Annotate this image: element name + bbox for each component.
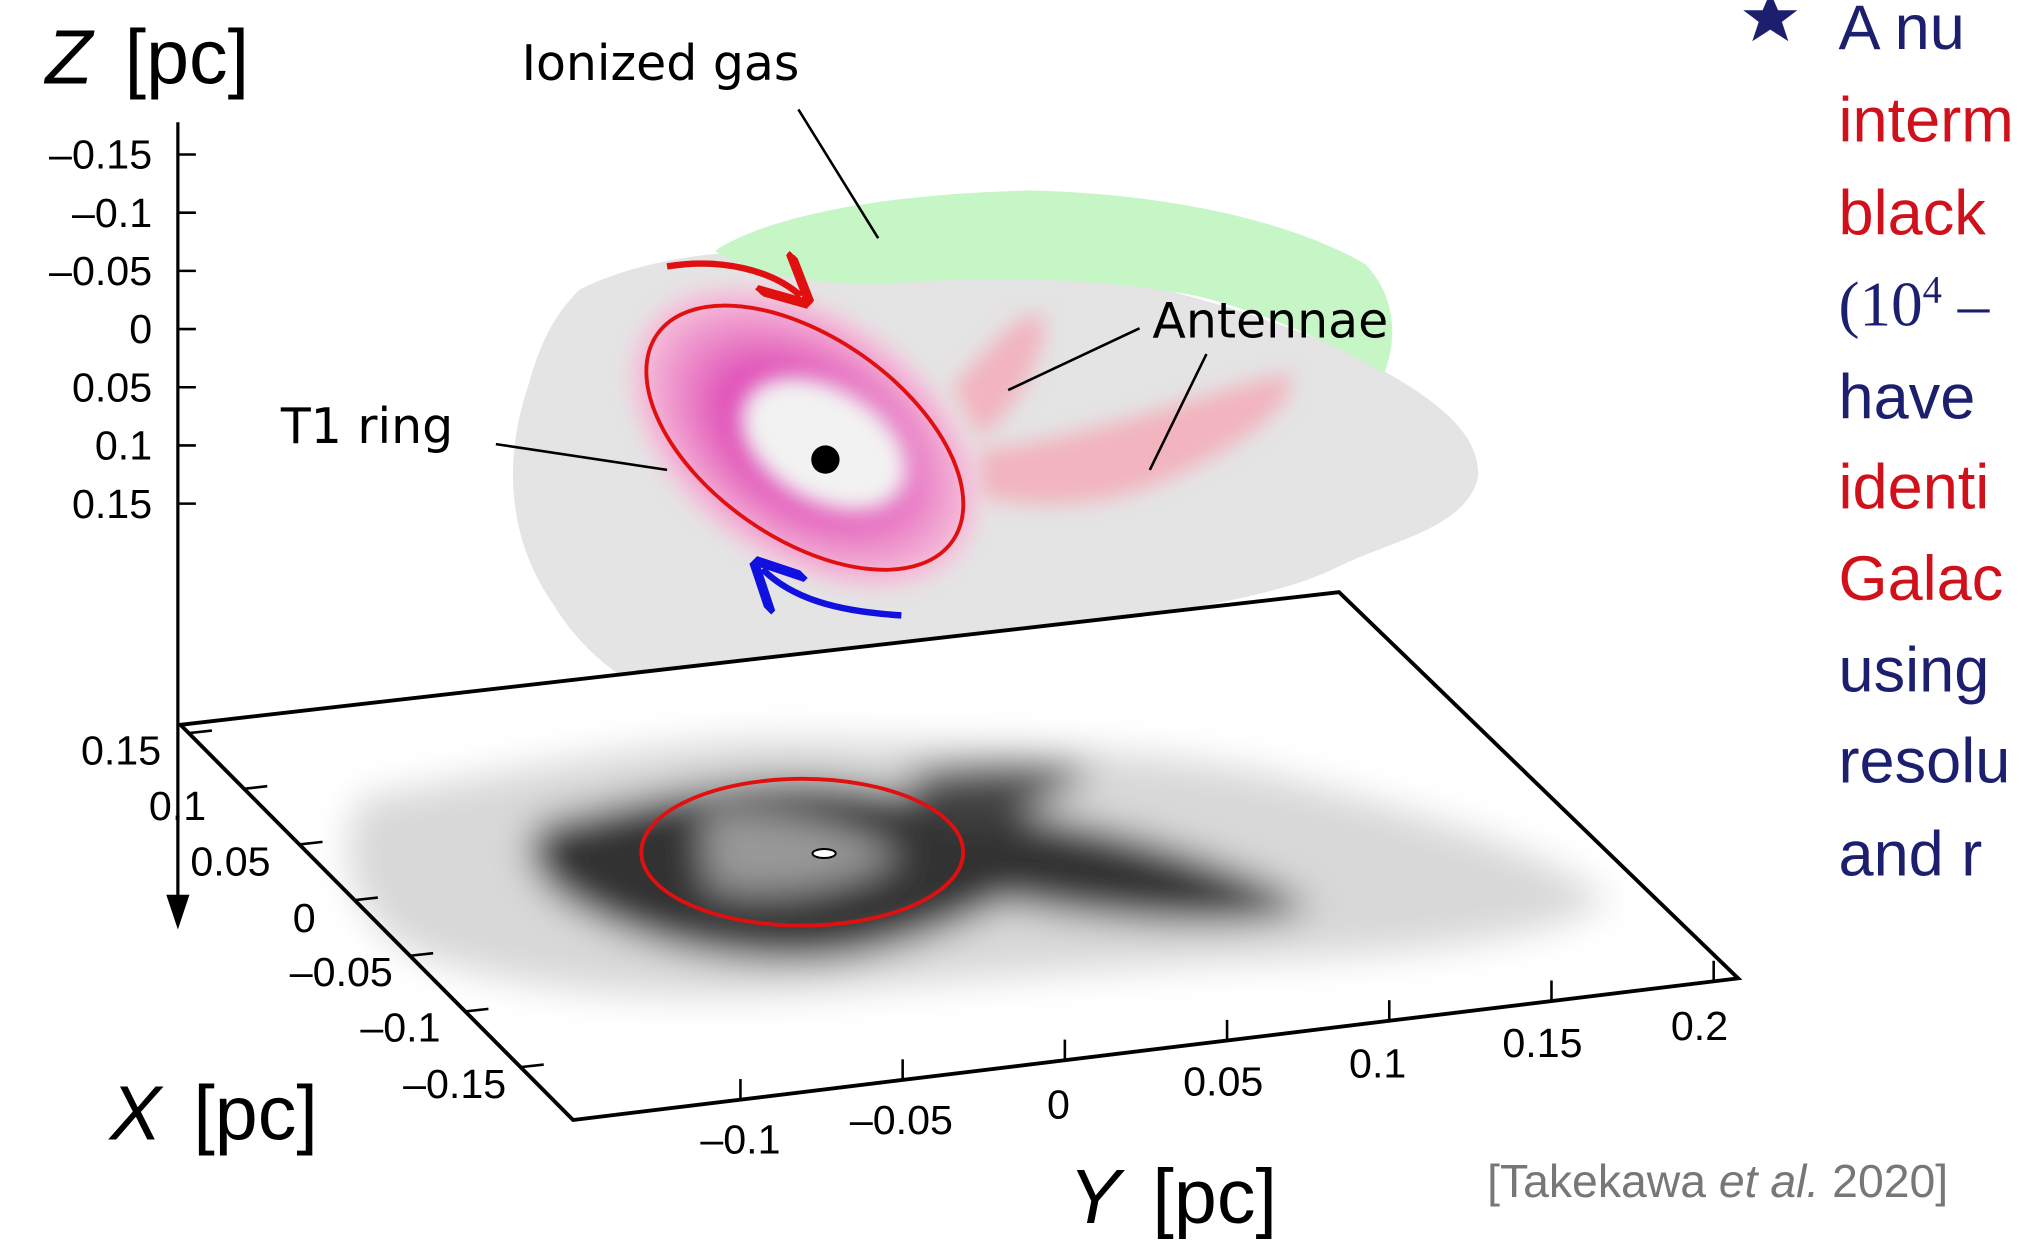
bullet-text: have bbox=[1839, 362, 1976, 432]
bullet-text: interm bbox=[1839, 86, 2014, 156]
y-tick-label: 0 bbox=[1047, 1082, 1070, 1128]
bullet-text: black bbox=[1839, 178, 1987, 248]
y-tick-label: –0.05 bbox=[850, 1097, 953, 1143]
bullet-line: and r bbox=[1839, 819, 1983, 889]
z-tick-label: –0.05 bbox=[49, 248, 152, 294]
bullet-line: black bbox=[1839, 178, 1987, 248]
bullet-line: (104 – bbox=[1839, 270, 1990, 340]
bullet-line: A nu bbox=[1839, 0, 1965, 63]
bullet-text: and r bbox=[1839, 819, 1983, 889]
z-arrowhead bbox=[166, 895, 189, 930]
x-tick-label: –0.05 bbox=[290, 949, 393, 995]
x-tick-label: –0.1 bbox=[360, 1004, 440, 1050]
bullet-line: interm bbox=[1839, 86, 2014, 156]
y-tick-label: –0.1 bbox=[700, 1116, 780, 1162]
bullet-text: using bbox=[1839, 635, 1990, 705]
z-tick-label: 0 bbox=[129, 306, 152, 352]
y-tick-label: 0.2 bbox=[1671, 1003, 1728, 1049]
axis-unit: [pc] bbox=[193, 1070, 318, 1156]
bullet-text: resolu bbox=[1839, 727, 2011, 797]
axis-symbol: Z bbox=[43, 15, 95, 101]
z-tick-label: 0.05 bbox=[72, 364, 152, 410]
bullet-text: – bbox=[1942, 270, 1990, 340]
bullet-line: identi bbox=[1839, 453, 1990, 523]
z-axis-title: Z [pc] bbox=[43, 15, 249, 101]
bullet-line: resolu bbox=[1839, 727, 2011, 797]
bullet-line: have bbox=[1839, 362, 1976, 432]
t1-ring-label: T1 ring bbox=[280, 398, 453, 455]
citation: [Takekawa et al. 2020] bbox=[1487, 1155, 1948, 1207]
z-tick-label: –0.15 bbox=[49, 132, 152, 178]
antennae-label: Antennae bbox=[1152, 292, 1388, 349]
y-tick-label: 0.15 bbox=[1502, 1020, 1582, 1066]
z-tick-label: 0.1 bbox=[95, 423, 152, 469]
bullet-line: using bbox=[1839, 635, 1990, 705]
axis-unit: [pc] bbox=[125, 15, 250, 101]
axis-symbol: Y bbox=[1069, 1154, 1126, 1240]
y-tick-label: 0.1 bbox=[1349, 1041, 1406, 1087]
y-tick-label: 0.05 bbox=[1183, 1059, 1263, 1105]
page: {"figure": { "z_axis": {"symbol": "Z", "… bbox=[0, 0, 2019, 1241]
x-tick-label: 0.15 bbox=[81, 728, 161, 774]
figure: Ionized gas Antennae T1 ring –0.15–0.1–0… bbox=[0, 0, 2019, 1241]
citation-text: et al. bbox=[1719, 1155, 1819, 1207]
citation-text: [Takekawa bbox=[1487, 1155, 1719, 1207]
bullet-text: Galac bbox=[1839, 544, 2004, 614]
bullet-text: (10 bbox=[1839, 270, 1923, 340]
bullet-text: identi bbox=[1839, 453, 1990, 523]
z-tick-label: –0.1 bbox=[72, 190, 152, 236]
axis-symbol: X bbox=[108, 1070, 164, 1156]
x-tick-label: –0.15 bbox=[403, 1061, 506, 1107]
axis-unit: [pc] bbox=[1152, 1154, 1277, 1240]
bullet-text: A nu bbox=[1839, 0, 1965, 63]
citation-text: 2020] bbox=[1819, 1155, 1948, 1207]
ionized-gas-label: Ionized gas bbox=[522, 35, 800, 92]
black-hole bbox=[811, 445, 839, 473]
z-tick-label: 0.15 bbox=[72, 481, 152, 527]
x-tick-label: 0 bbox=[293, 895, 316, 941]
y-axis-title: Y [pc] bbox=[1069, 1154, 1277, 1240]
x-tick-label: 0.1 bbox=[149, 783, 206, 829]
bh-projection bbox=[813, 849, 836, 858]
bullet-sup: 4 bbox=[1923, 270, 1942, 312]
x-tick-label: 0.05 bbox=[190, 838, 270, 884]
bullet-star bbox=[1743, 0, 1797, 41]
x-axis-title: X [pc] bbox=[108, 1070, 318, 1156]
bullet-line: Galac bbox=[1839, 544, 2004, 614]
